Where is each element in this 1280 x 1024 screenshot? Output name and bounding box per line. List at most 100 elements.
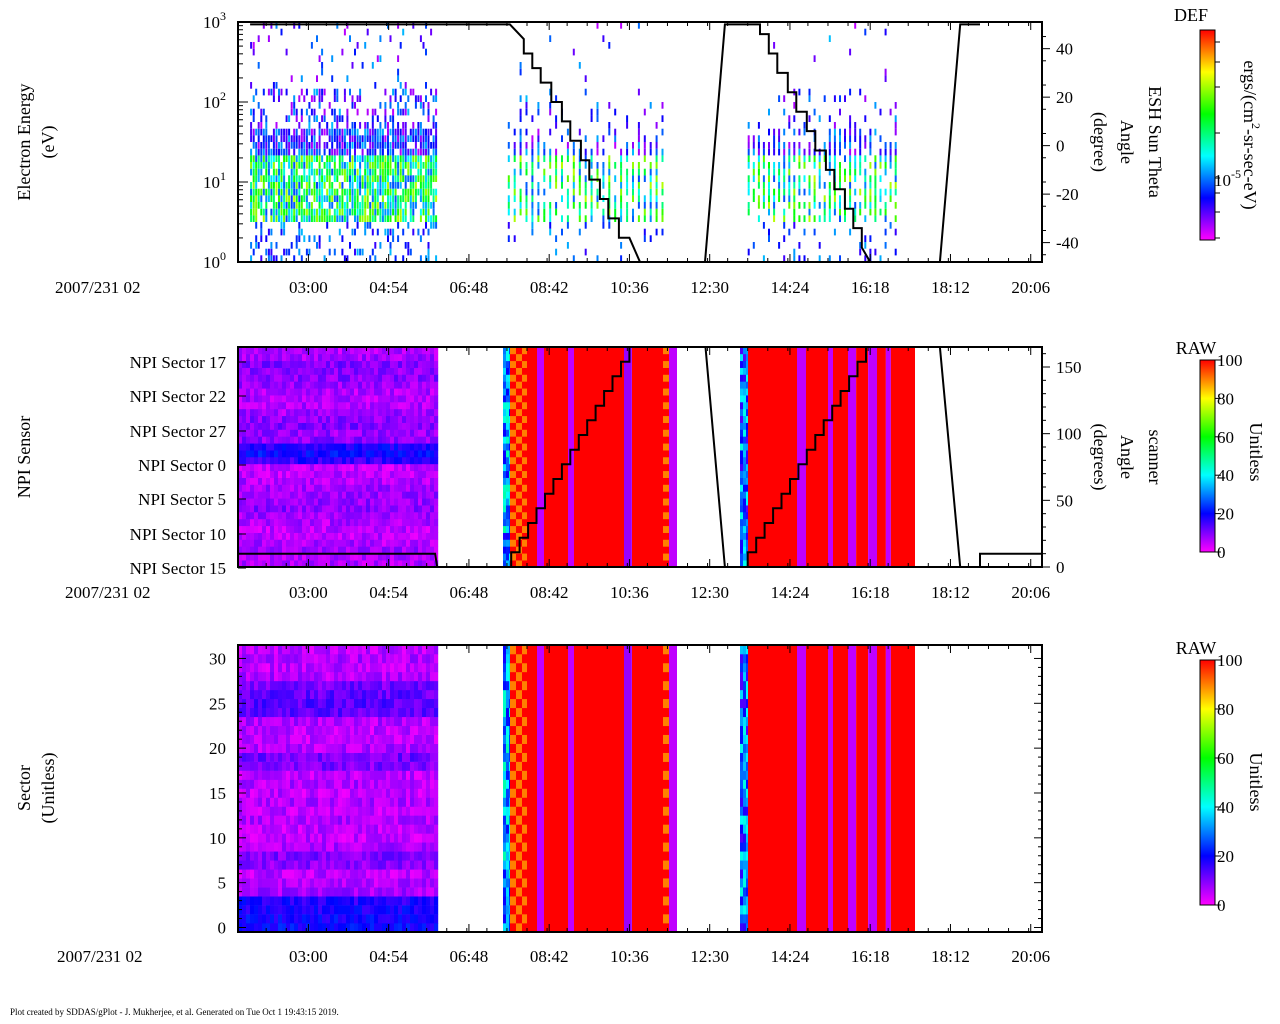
spectrogram-cell: [643, 175, 646, 182]
spectrogram-cell: [242, 512, 247, 520]
spectrogram-cell: [302, 824, 307, 834]
spectrogram-cell: [290, 671, 295, 682]
spectrogram-cell: [432, 142, 435, 149]
spectrogram-cell: [663, 505, 667, 513]
spectrogram-cell: [322, 546, 327, 554]
spectrogram-cell: [270, 208, 273, 216]
spectrogram-cell: [879, 255, 882, 262]
spectrogram-cell: [572, 162, 575, 169]
spectrogram-cell: [379, 168, 382, 176]
spectrogram-cell: [522, 374, 526, 382]
spectrogram-cell: [294, 353, 299, 362]
spectrogram-cell: [310, 429, 315, 437]
spectrogram-cell: [407, 175, 410, 182]
spectrogram-cell: [426, 484, 431, 492]
spectrogram-cell: [298, 463, 303, 472]
spectrogram-cell: [286, 484, 291, 492]
spectrogram-cell: [430, 436, 435, 444]
spectrogram-cell: [596, 142, 599, 149]
spectrogram-cell: [242, 360, 247, 368]
spectrogram-cell: [768, 195, 770, 202]
spectrogram-cell: [378, 470, 383, 478]
spectrogram-cell: [258, 546, 263, 554]
spectrogram-cell: [798, 175, 801, 182]
spectrogram-cell: [282, 662, 287, 673]
spectrogram-cell: [275, 148, 278, 156]
spectrogram-cell: [833, 195, 836, 202]
spectrogram-cell: [298, 914, 303, 924]
spectrogram-cell: [661, 182, 664, 189]
spectrogram-cell: [336, 88, 339, 96]
spectrogram-cell: [350, 347, 355, 355]
spectrogram-cell: [389, 142, 392, 149]
spectrogram-cell: [590, 182, 593, 189]
spectrogram-cell: [422, 525, 427, 533]
spectrogram-cell: [294, 525, 299, 533]
spectrogram-cell: [374, 429, 379, 437]
spectrogram-cell: [294, 443, 299, 451]
spectrogram-cell: [326, 415, 331, 423]
spectrogram-cell: [394, 470, 399, 478]
spectrogram-cell: [282, 457, 287, 465]
spectrogram-cell: [394, 505, 399, 513]
spectrogram-cell: [793, 102, 796, 109]
spectrogram-cell: [874, 188, 877, 196]
spectrogram-cell: [262, 923, 267, 933]
spectrogram-cell: [382, 553, 387, 561]
spectrogram-cell: [663, 470, 667, 478]
spectrogram-cell: [254, 532, 259, 540]
spectrogram-cell: [430, 188, 433, 196]
spectrogram-cell: [270, 255, 273, 262]
spectrogram-cell: [510, 436, 514, 444]
spectrogram-cell: [267, 255, 270, 262]
spectrogram-cell: [757, 142, 760, 149]
spectrogram-cell: [525, 215, 528, 222]
spectrogram-cell: [398, 408, 403, 417]
spectrogram-cell: [366, 463, 371, 472]
spectrogram-cell: [366, 443, 371, 451]
spectrogram-cell: [266, 654, 271, 664]
spectrogram-cell: [522, 498, 526, 506]
spectrogram-cell: [397, 122, 400, 129]
spectrogram-cell: [412, 88, 415, 96]
spectrogram-cell: [270, 148, 273, 156]
spectrogram-cell: [254, 761, 259, 771]
spectrogram-cell: [238, 560, 243, 568]
spectrogram-cell: [318, 242, 321, 249]
spectrogram-cell: [302, 518, 307, 527]
spectrogram-cell: [330, 491, 335, 499]
spectrogram-cell: [884, 208, 887, 216]
spectrogram-cell: [270, 532, 275, 540]
right-axis-unit: (degrees): [1089, 424, 1110, 491]
spectrogram-cell: [394, 202, 397, 209]
spectrogram-cell: [331, 128, 334, 136]
spectrogram-cell: [302, 457, 307, 465]
spectrogram-cell: [666, 484, 670, 492]
spectrogram-cell: [747, 142, 750, 149]
spectrogram-cell: [432, 135, 435, 142]
spectrogram-cell: [286, 457, 291, 465]
spectrogram-cell: [295, 108, 298, 116]
spectrogram-cell: [390, 347, 395, 355]
spectrogram-cell: [418, 457, 423, 465]
spectrogram-cell: [513, 436, 517, 444]
spectrogram-cell: [808, 208, 811, 216]
spectrogram-cell: [326, 128, 329, 136]
spectrogram-cell: [803, 175, 806, 182]
spectrogram-cell: [844, 208, 846, 216]
spectrogram-cell: [331, 55, 334, 62]
spectrogram-cell: [382, 408, 387, 417]
spectrogram-cell: [358, 525, 363, 533]
spectrogram-cell: [386, 539, 391, 547]
spectrogram-cell: [314, 518, 319, 527]
plot-frame: [237, 21, 1043, 263]
spectrogram-cell: [262, 539, 267, 547]
spectrogram-cell: [294, 450, 299, 458]
spectrogram-cell: [894, 142, 897, 149]
spectrogram-cell: [346, 122, 349, 129]
spectrogram-cell: [643, 228, 646, 236]
spectrogram-cell: [828, 208, 831, 216]
spectrogram-cell: [354, 188, 356, 196]
spectrogram-cell: [398, 484, 403, 492]
spectrogram-cell: [422, 422, 427, 430]
